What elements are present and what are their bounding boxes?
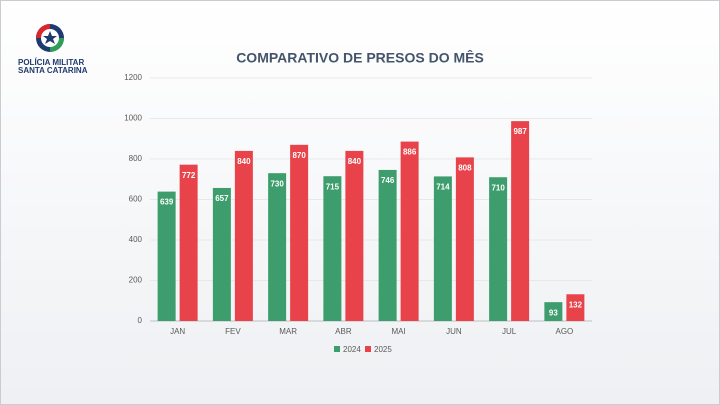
- bar: [268, 173, 287, 321]
- value-label: 132: [569, 300, 583, 309]
- x-tick-label: MAI: [392, 327, 406, 336]
- x-tick-label: JAN: [170, 327, 185, 336]
- bar: [290, 144, 309, 321]
- y-tick-label: 0: [138, 316, 143, 325]
- bar: [345, 150, 364, 321]
- y-tick-label: 1200: [124, 73, 142, 82]
- value-label: 987: [513, 127, 527, 136]
- bar: [234, 150, 253, 321]
- y-tick-label: 1000: [124, 114, 142, 123]
- y-tick-label: 800: [129, 154, 143, 163]
- legend-label: 2024: [343, 345, 361, 354]
- org-name: SANTA CATARINA: [18, 66, 88, 75]
- y-tick-label: 200: [129, 276, 143, 285]
- bar: [378, 169, 397, 321]
- value-label: 639: [160, 198, 174, 207]
- legend-label: 2025: [374, 345, 392, 354]
- value-label: 657: [215, 194, 229, 203]
- value-label: 714: [436, 183, 450, 192]
- x-tick-label: AGO: [555, 327, 573, 336]
- bar: [179, 164, 198, 321]
- x-tick-label: MAR: [279, 327, 297, 336]
- legend-swatch: [334, 346, 340, 352]
- value-label: 715: [326, 182, 340, 191]
- bar: [157, 191, 176, 321]
- legend-swatch: [365, 346, 371, 352]
- value-label: 840: [348, 157, 362, 166]
- x-tick-label: ABR: [335, 327, 352, 336]
- value-label: 93: [549, 308, 558, 317]
- chart-title: COMPARATIVO DE PRESOS DO MÊS: [236, 49, 484, 66]
- value-label: 870: [292, 151, 306, 160]
- x-tick-label: JUL: [502, 327, 517, 336]
- x-tick-label: FEV: [225, 327, 241, 336]
- bar: [489, 177, 508, 321]
- value-label: 808: [458, 163, 472, 172]
- org-name: POLÍCIA MILITAR: [18, 58, 84, 67]
- value-label: 710: [491, 183, 505, 192]
- value-label: 886: [403, 148, 417, 157]
- bar: [511, 121, 530, 321]
- bar: [400, 141, 419, 321]
- bar: [455, 157, 474, 321]
- value-label: 730: [270, 179, 284, 188]
- bar: [433, 176, 452, 321]
- bar: [566, 294, 585, 321]
- y-tick-label: 600: [129, 195, 143, 204]
- y-tick-label: 400: [129, 235, 143, 244]
- value-label: 746: [381, 176, 395, 185]
- logo: [36, 24, 64, 52]
- value-label: 840: [237, 157, 251, 166]
- bar: [323, 176, 342, 321]
- value-label: 772: [182, 171, 196, 180]
- bar: [544, 302, 563, 321]
- x-tick-label: JUN: [446, 327, 462, 336]
- bar: [212, 187, 231, 321]
